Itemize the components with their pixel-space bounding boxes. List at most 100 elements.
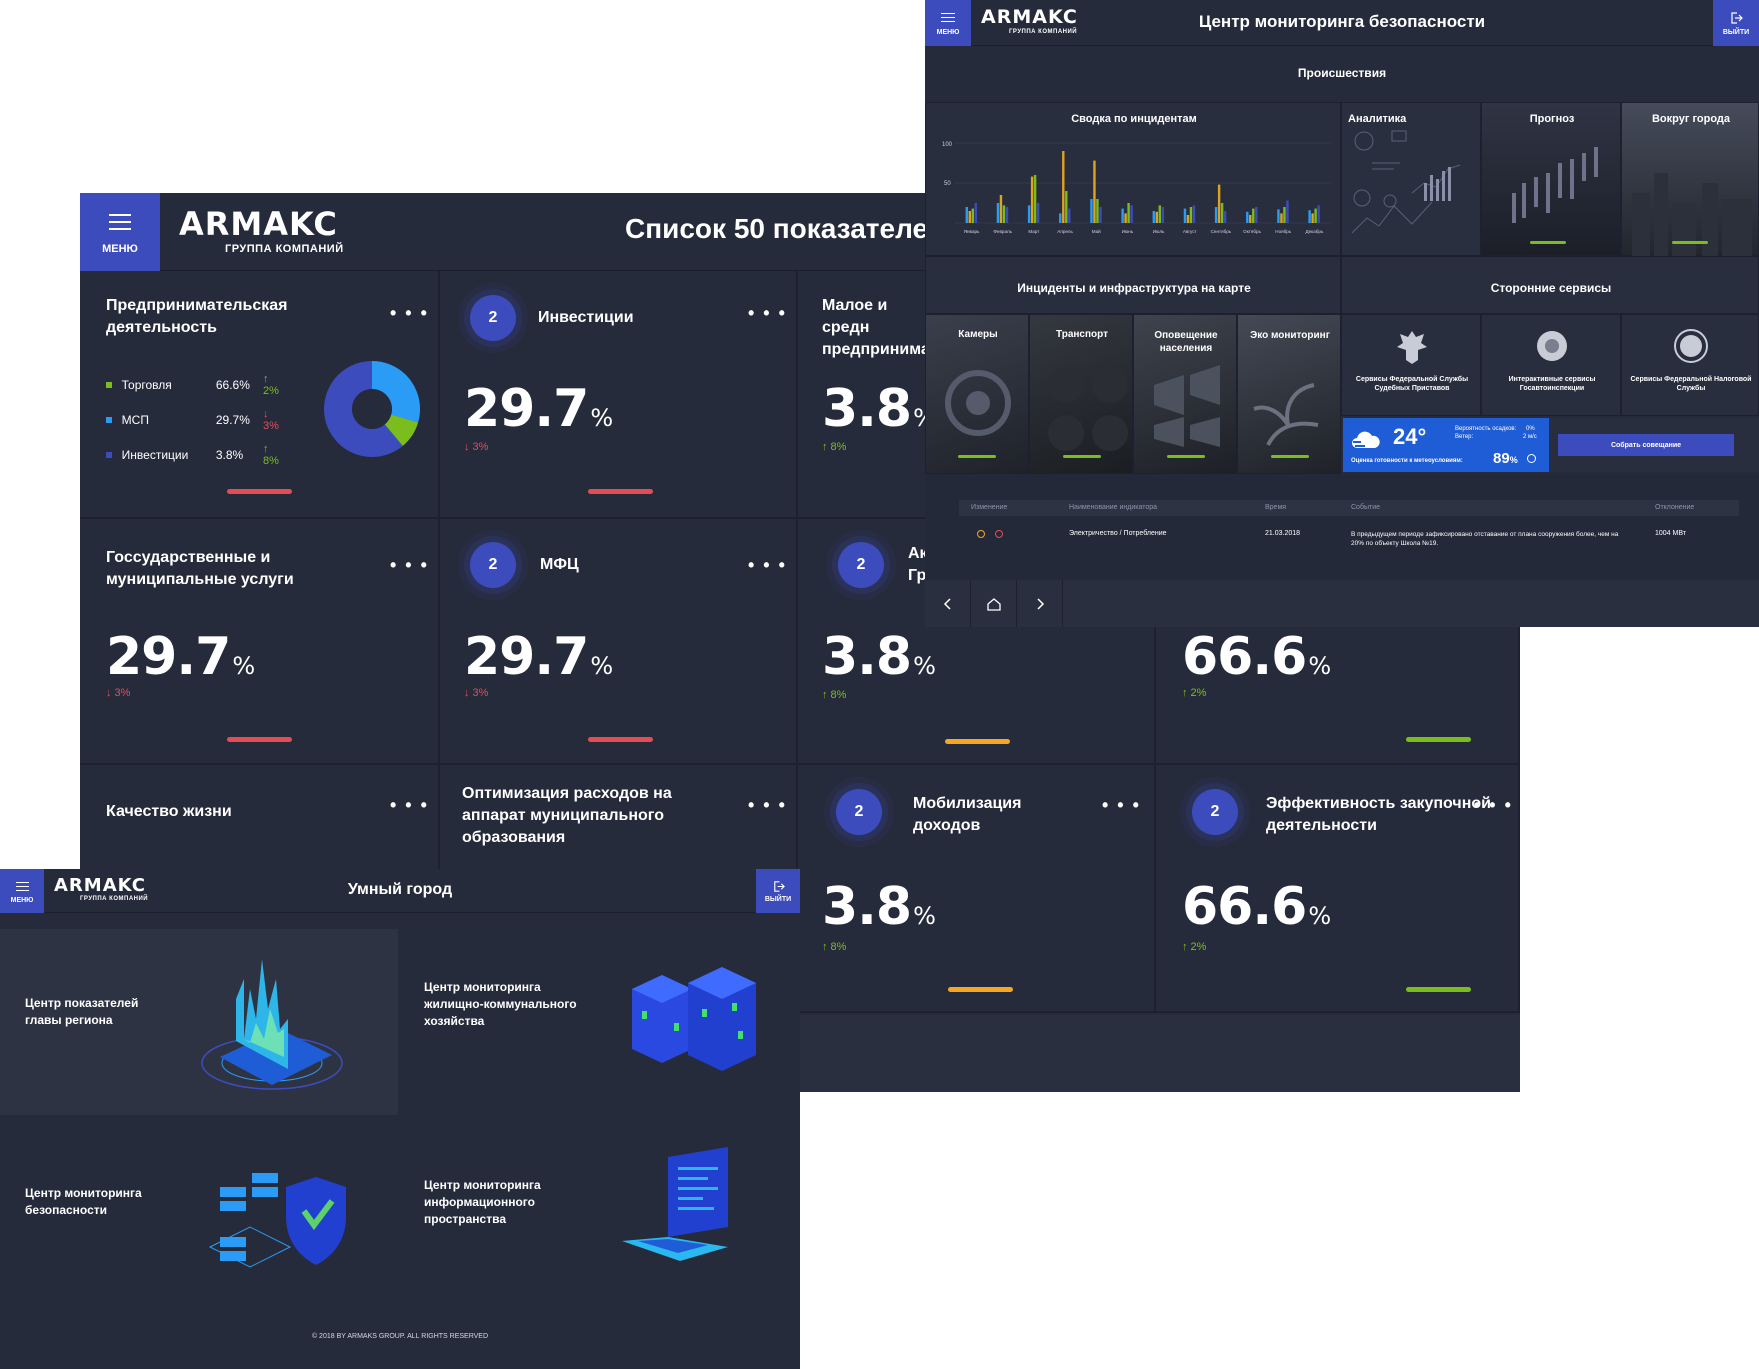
tile-delta: ↑ 8% (822, 689, 847, 701)
menu-icon (15, 879, 29, 894)
x-tick-labels: Январь Февраль Март Апрель Май Июнь Июль Август… (964, 228, 1324, 234)
more-icon[interactable]: • • • (390, 555, 429, 575)
analytics-card[interactable]: Аналитика (1341, 102, 1481, 256)
event-time: 21.03.2018 (1265, 530, 1301, 537)
chevron-left-icon (943, 597, 951, 610)
page-title: Список 50 показателей (625, 213, 946, 244)
eco-card[interactable]: Эко мониторинг (1237, 314, 1341, 474)
logo: ARMAKC (179, 205, 338, 243)
tile-badge: 2 (470, 542, 516, 588)
city-cell-label: Центр мониторинга информационного простр… (424, 1178, 541, 1226)
chart-bar (1280, 213, 1283, 223)
incident-summary-card[interactable]: Сводка по инцидентам 100 50 Январь Феврал… (925, 102, 1341, 256)
chart-bar (1183, 208, 1187, 223)
wind-label: Ветер: (1455, 434, 1474, 440)
tile-title: Предпринимательская деятельность (106, 297, 288, 336)
incidents-bar[interactable]: Происшествия (925, 46, 1759, 102)
tile-value: 66.6% (1182, 877, 1331, 937)
incidents-title: Происшествия (1297, 66, 1387, 80)
menu-label: МЕНЮ (102, 243, 138, 255)
analytics-icon (1351, 130, 1461, 234)
exit-button[interactable]: ВЫЙТИ (756, 869, 800, 913)
wind-value: 2 м/с (1523, 434, 1537, 440)
chart-bar (1121, 208, 1124, 223)
legend-value: 66.6% (215, 377, 250, 392)
alert-card[interactable]: Оповещение населения (1133, 314, 1237, 474)
card-indicator-bar (1167, 455, 1205, 458)
weather-temp: 24° (1393, 424, 1427, 449)
service-tax[interactable]: Сервисы Федеральной Налоговой Службы (1621, 314, 1759, 416)
chart-bar (1246, 211, 1249, 223)
smart-footer: © 2018 BY ARMAKS GROUP. ALL RIGHTS RESER… (0, 1305, 800, 1369)
traffic-light-image (1048, 367, 1128, 451)
meeting-button[interactable]: Собрать совещание (1558, 434, 1734, 456)
table-row[interactable]: Электричество / Потребление 21.03.2018 В… (959, 520, 1739, 560)
chart-bar (1308, 210, 1311, 223)
forward-button[interactable] (1017, 580, 1063, 627)
tile-title: МФЦ (540, 556, 579, 573)
city-cell-housing[interactable]: Центр мониторинга жилищно-коммунального … (400, 929, 800, 1115)
menu-button[interactable]: МЕНЮ (0, 869, 44, 913)
more-icon[interactable]: • • • (748, 303, 787, 323)
more-icon[interactable]: • • • (1474, 795, 1513, 815)
page-title: Умный город (347, 881, 453, 898)
more-icon[interactable]: • • • (748, 555, 787, 575)
exit-button[interactable]: ВЫЙТИ (1713, 0, 1759, 46)
more-icon[interactable]: • • • (1102, 795, 1141, 815)
chart-bar (1036, 203, 1040, 223)
badge-emblem-icon (1537, 331, 1567, 361)
loudspeaker-image (1154, 365, 1220, 447)
menu-icon (941, 10, 955, 25)
legend-dot-icon (106, 381, 112, 388)
tile-indicator-bar (945, 739, 1010, 744)
service-bailiffs[interactable]: Сервисы Федеральной Службы Судебных Прис… (1341, 314, 1481, 416)
around-city-card[interactable]: Вокруг города (1621, 102, 1759, 257)
menu-button[interactable]: МЕНЮ (80, 193, 160, 271)
chart-bar (1030, 176, 1034, 223)
menu-icon (109, 209, 131, 235)
tile-mfc[interactable]: 2 МФЦ • • • 29.7% ↓ 3% (440, 519, 798, 765)
city-cell-info-space[interactable]: Центр мониторинга информационного простр… (400, 1117, 800, 1303)
tile-value: 29.7% (464, 379, 613, 439)
chart-bar (1283, 207, 1286, 223)
chevron-right-icon (1036, 597, 1044, 610)
info-icon[interactable] (1527, 454, 1536, 463)
more-icon[interactable]: • • • (748, 795, 787, 815)
chart-bar (1252, 208, 1255, 223)
card-title: Оповещение населения (1154, 330, 1218, 354)
tile-value: 3.8% (822, 627, 936, 687)
legend-value: 3.8% (215, 447, 244, 462)
transport-card[interactable]: Транспорт (1029, 314, 1133, 474)
col-header: Отклонение (1655, 504, 1695, 511)
home-button[interactable] (971, 580, 1017, 627)
tile-revenue-mobilization[interactable]: 2 Мобилизация доходов • • • 3.8% ↑ 8% (798, 765, 1156, 1013)
tile-procurement[interactable]: 2 Эффективность закупочной деятельности … (1156, 765, 1520, 1013)
x-tick-label: Сентябрь (1211, 229, 1232, 234)
tile-entrepreneurship[interactable]: Предпринимательская деятельность • • • Т… (80, 271, 440, 519)
service-label: Интерактивные сервисы Госавтоинспекции (1508, 376, 1596, 392)
back-button[interactable] (925, 580, 971, 627)
chart-bar (1217, 184, 1221, 223)
cameras-card[interactable]: Камеры (925, 314, 1029, 474)
city-cell-security[interactable]: Центр мониторинга безопасности (0, 1117, 398, 1303)
tile-gov-services[interactable]: Госсударственные и муниципальные услуги … (80, 519, 440, 765)
chart-bar (968, 211, 971, 223)
page-title: Центр мониторинга безопасности (1198, 12, 1486, 31)
tile-indicator-bar (227, 737, 292, 742)
legend-dot-icon (106, 416, 112, 423)
x-tick-label: Апрель (1057, 229, 1073, 234)
service-traffic-police[interactable]: Интерактивные сервисы Госавтоинспекции (1481, 314, 1621, 416)
tile-investments[interactable]: 2 Инвестиции • • • 29.7% ↓ 3% (440, 271, 798, 519)
menu-label: МЕНЮ (936, 29, 960, 36)
service-label: Сервисы Федеральной Налоговой Службы (1630, 376, 1752, 392)
legend-delta: ↓ 3% (262, 407, 279, 432)
city-cell-region-head[interactable]: Центр показателей главы региона (0, 929, 398, 1115)
more-icon[interactable]: • • • (390, 795, 429, 815)
chart-bar (1062, 151, 1065, 223)
menu-button[interactable]: МЕНЮ (925, 0, 971, 46)
forecast-card[interactable]: Прогноз (1481, 102, 1621, 256)
chart-bar (1220, 203, 1224, 223)
more-icon[interactable]: • • • (390, 303, 429, 323)
readiness-label: Оценка готовности к метеоусловиям: (1351, 458, 1463, 464)
col-header: Наименование индикатора (1069, 504, 1158, 511)
